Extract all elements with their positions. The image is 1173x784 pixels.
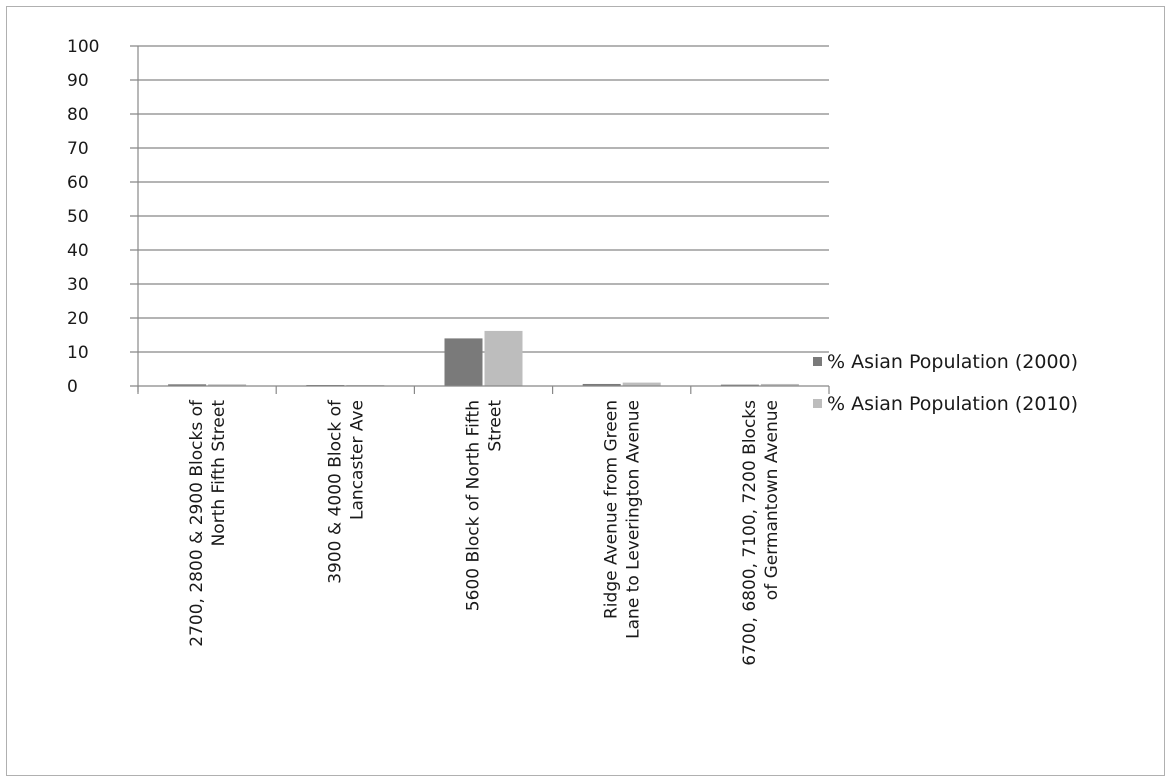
bar-2010 (484, 330, 523, 386)
category-label-line: 6700, 6800, 7100, 7200 Blocks (740, 400, 760, 666)
legend: % Asian Population (2000) % Asian Populat… (813, 351, 1078, 415)
y-tick-label: 10 (67, 343, 89, 363)
bar-2010 (208, 384, 247, 386)
category-label-line: North Fifth Street (209, 400, 229, 547)
y-axis-ticks: 0 10 20 30 40 50 60 70 80 90 100 (67, 37, 99, 397)
y-tick-label: 30 (67, 275, 89, 295)
y-tick-label: 60 (67, 173, 89, 193)
legend-label: % Asian Population (2010) (827, 393, 1078, 415)
legend-label: % Asian Population (2000) (827, 351, 1078, 373)
y-tick-label: 100 (67, 37, 99, 57)
category-label: 2700, 2800 & 2900 Blocks of North Fifth S… (187, 399, 229, 647)
bar-2010 (622, 382, 661, 386)
y-tick-label: 40 (67, 241, 89, 261)
category-label-line: 5600 Block of North Fifth (464, 400, 484, 611)
bar-2000 (444, 338, 483, 386)
y-tick-label: 90 (67, 71, 89, 91)
category-label-line: 2700, 2800 & 2900 Blocks of (187, 399, 207, 647)
bar-2000 (720, 384, 759, 386)
x-axis (130, 46, 830, 394)
bar-2000 (168, 384, 207, 386)
category-label: Ridge Avenue from Green Lane to Leveringt… (602, 400, 644, 639)
x-axis-category-labels: 2700, 2800 & 2900 Blocks of North Fifth S… (187, 399, 782, 666)
category-label: 3900 & 4000 Block of Lancaster Ave (325, 399, 367, 584)
category-label: 5600 Block of North Fifth Street (464, 400, 506, 612)
gridlines (130, 45, 829, 353)
category-label-line: Lane to Leverington Avenue (624, 400, 644, 639)
bar-2010 (760, 383, 799, 386)
category-label: 6700, 6800, 7100, 7200 Blocks of Germanto… (740, 400, 782, 666)
category-label-line: Lancaster Ave (347, 400, 367, 520)
category-label-line: Ridge Avenue from Green (602, 400, 622, 619)
y-tick-label: 20 (67, 309, 89, 329)
bar-2000 (582, 383, 621, 386)
category-label-line: 3900 & 4000 Block of (325, 399, 345, 584)
category-label-line: of Germantown Avenue (762, 400, 782, 600)
chart-frame (6, 6, 1165, 776)
legend-swatch (813, 357, 822, 366)
y-tick-label: 80 (67, 105, 89, 125)
y-tick-label: 0 (67, 377, 78, 397)
category-label-line: Street (486, 400, 506, 452)
legend-swatch (813, 399, 822, 408)
y-tick-label: 70 (67, 139, 89, 159)
y-tick-label: 50 (67, 207, 89, 227)
bars (168, 330, 799, 386)
